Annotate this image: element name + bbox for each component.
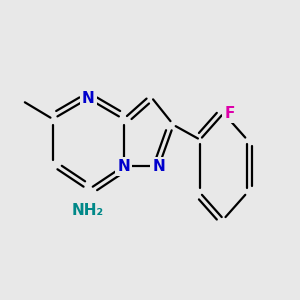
Text: N: N: [117, 159, 130, 174]
Text: NH₂: NH₂: [72, 203, 104, 218]
Text: N: N: [82, 91, 94, 106]
Text: F: F: [224, 106, 235, 121]
Text: N: N: [152, 159, 165, 174]
